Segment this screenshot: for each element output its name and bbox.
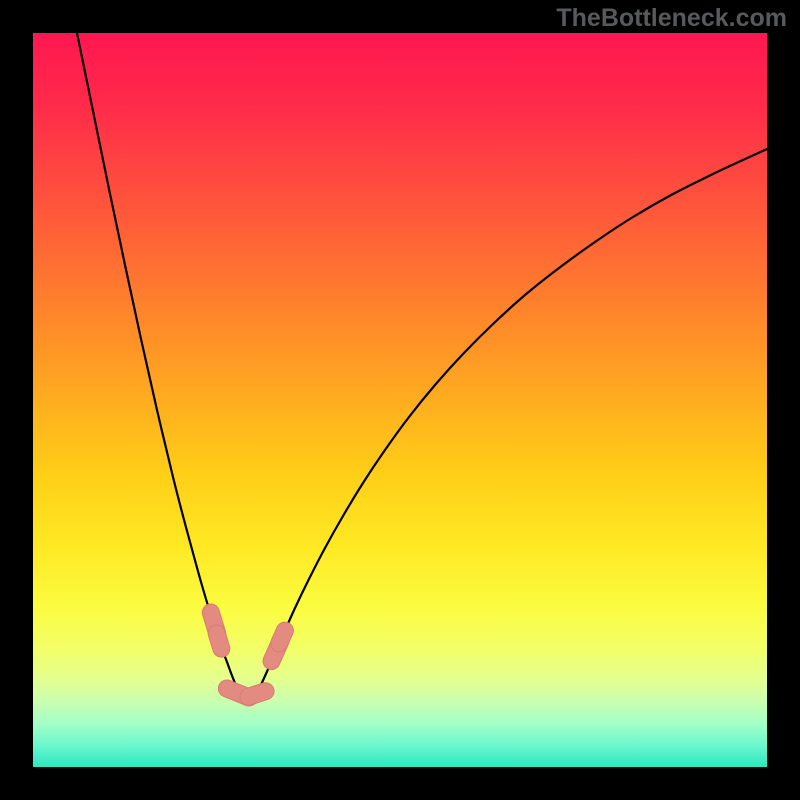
- curve-marker-3: [238, 681, 277, 708]
- chart-container: TheBottleneck.com: [0, 0, 800, 800]
- curve-layer: [33, 33, 767, 767]
- curve-marker-1: [206, 623, 232, 660]
- watermark-text: TheBottleneck.com: [556, 4, 787, 33]
- right-shallow-curve: [251, 149, 767, 701]
- left-steep-curve: [77, 33, 251, 702]
- plot-area: [33, 33, 767, 767]
